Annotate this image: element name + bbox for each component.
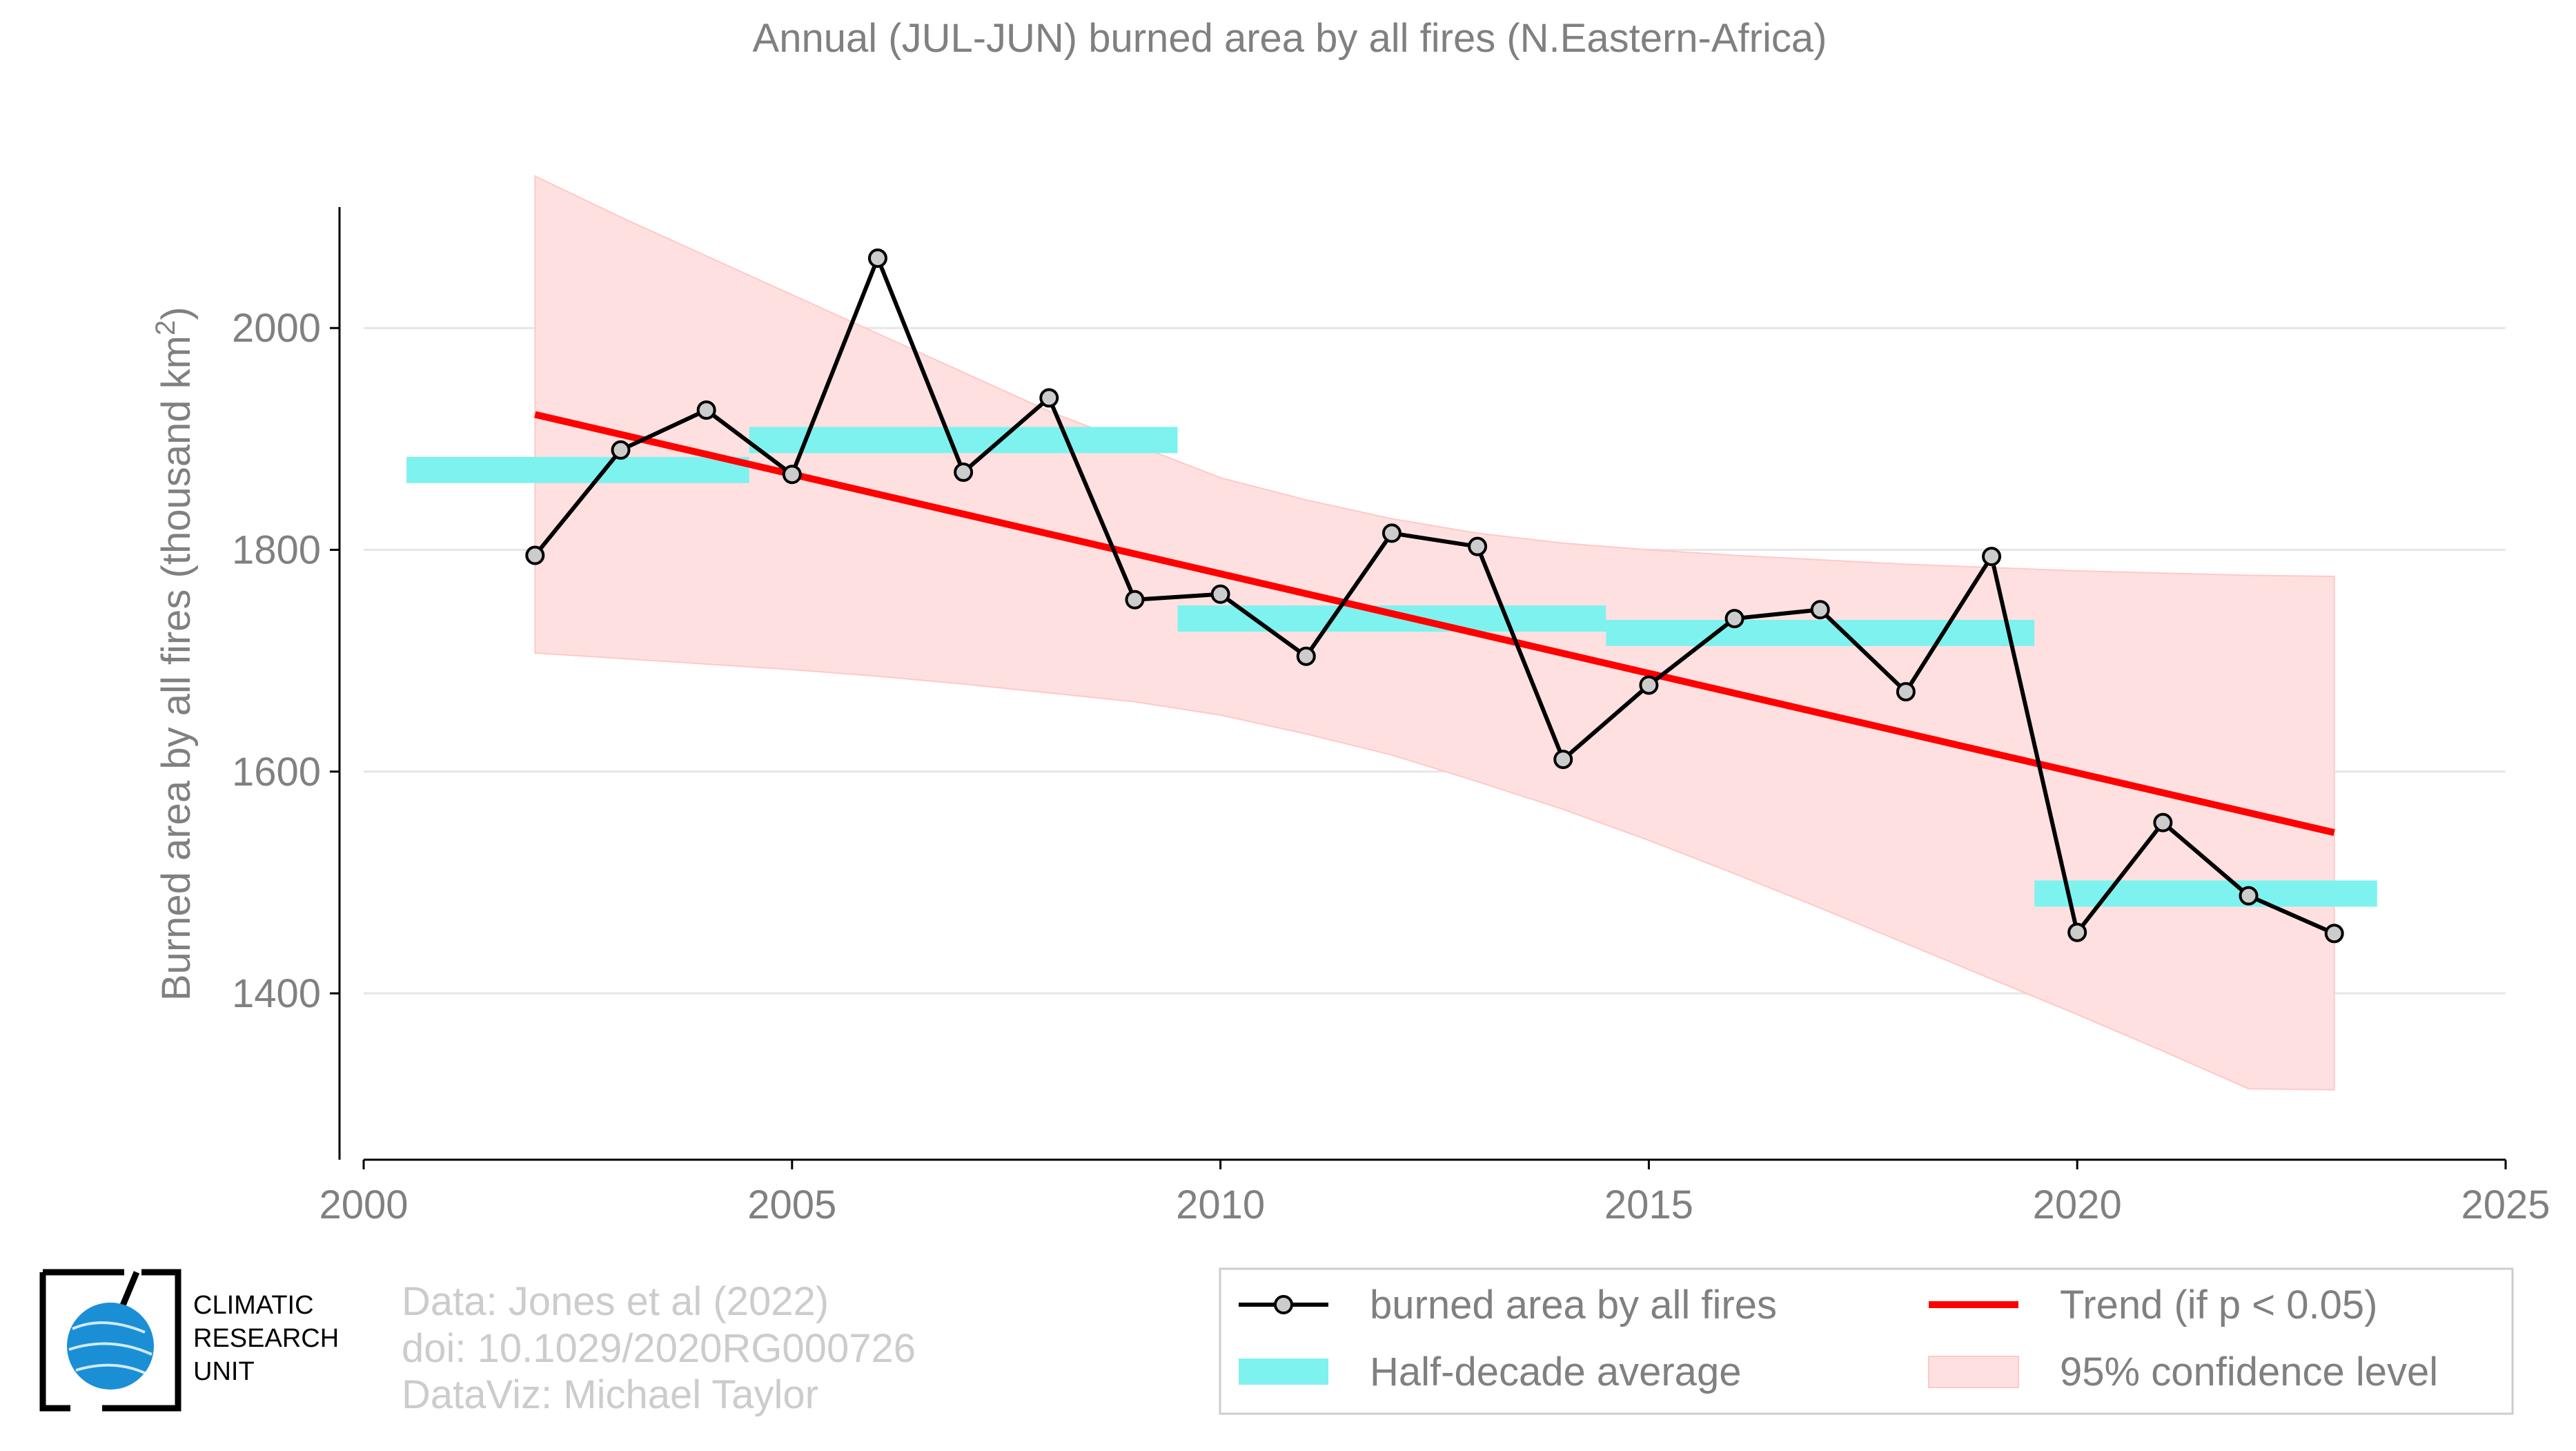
logo-frame-left [39,1269,124,1412]
data-point-2015 [1639,675,1659,695]
data-point-2006 [867,249,887,269]
legend-label-confidence: 95% confidence level [2060,1350,2438,1394]
cru-logo: CLIMATIC RESEARCH UNIT [39,1269,339,1412]
half-decade-bar-3 [1606,619,2035,646]
y-axis-label-tail: ) [154,306,199,320]
y-tick-label-1400: 1400 [232,971,321,1016]
data-point-2016 [1724,609,1744,629]
legend-label-trend: Trend (if p < 0.05) [2060,1283,2377,1327]
data-point-2023 [2324,924,2344,944]
logo-text-climatic: CLIMATIC [193,1291,314,1320]
x-tick-label-2025: 2025 [2461,1182,2550,1227]
data-point-2020 [2067,922,2087,942]
credit-data: Data: Jones et al (2022) [402,1279,829,1324]
legend: burned area by all fires Trend (if p < 0… [1219,1267,2514,1415]
data-point-2018 [1896,682,1916,702]
data-point-2012 [1382,523,1402,543]
data-point-2003 [611,440,631,460]
data-point-2014 [1553,750,1573,770]
globe-swirl-icon [68,1321,153,1375]
y-tick-label-1600: 1600 [232,750,321,795]
x-tick-label-2015: 2015 [1604,1182,1693,1227]
data-point-2017 [1810,600,1830,620]
credit-doi: doi: 10.1029/2020RG000726 [402,1326,916,1371]
x-tick-label-2005: 2005 [747,1182,836,1227]
tick-layer: 1400 1600 1800 2000 2000 2005 2010 2015 2020 2025 [232,306,2550,1227]
logo-frame-right [102,1269,181,1412]
x-tick-label-2020: 2020 [2033,1182,2122,1227]
data-point-2022 [2239,886,2259,906]
data-point-2011 [1296,646,1316,666]
half-decade-bar-0 [406,456,749,483]
x-tick-label-2010: 2010 [1176,1182,1265,1227]
y-tick-label-2000: 2000 [232,306,321,351]
logo-text-research: RESEARCH [193,1324,339,1353]
y-axis-label-superscript: 2 [150,320,181,335]
credit-dataviz: DataViz: Michael Taylor [402,1372,818,1417]
y-tick-label-1800: 1800 [232,527,321,572]
trend-line [534,411,2335,836]
data-point-2009 [1125,590,1145,610]
trend-layer [534,411,2335,836]
logo-text-unit: UNIT [193,1357,255,1386]
half-decade-bar-1 [749,427,1178,454]
x-tick-label-2000: 2000 [319,1182,408,1227]
data-point-2005 [782,465,802,485]
data-point-2019 [1982,547,2002,567]
confidence-band-layer [534,175,2335,1091]
half-decade-bar-2 [1177,605,1606,632]
data-point-2010 [1210,584,1230,604]
confidence-band [534,175,2335,1091]
legend-swatch-confidence [1928,1356,2019,1388]
legend-swatch-average [1239,1359,1328,1385]
y-axis-label-main: Burned area by all fires (thousand km [154,335,199,1001]
legend-label-series: burned area by all fires [1370,1283,1777,1327]
data-point-2002 [525,545,545,565]
legend-marker-series [1274,1295,1293,1314]
chart-title: Annual (JUL-JUN) burned area by all fire… [753,16,1827,61]
half-decade-layer [406,427,2377,907]
series-line [533,256,2335,936]
legend-label-average: Half-decade average [1370,1350,1741,1394]
data-point-2004 [696,400,716,420]
data-point-2008 [1039,388,1059,408]
half-decade-bar-4 [2034,880,2377,907]
data-point-2021 [2153,812,2173,832]
legend-box [1219,1267,2514,1415]
y-axis-label: Burned area by all fires (thousand km2) [150,306,199,1001]
series-layer [525,249,2344,944]
data-point-2013 [1468,536,1488,556]
data-point-2007 [954,462,974,483]
